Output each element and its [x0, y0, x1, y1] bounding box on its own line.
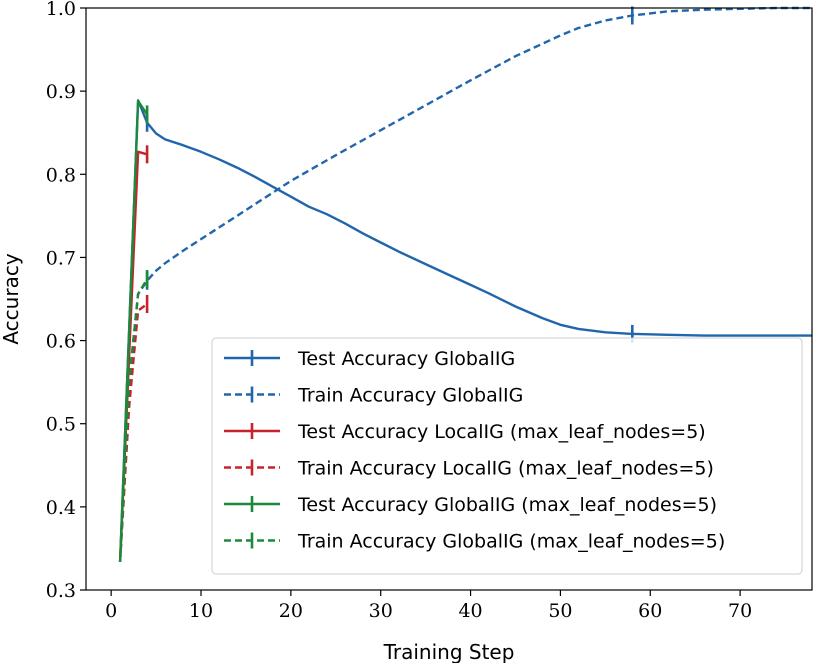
y-tick-label: 0.8 — [46, 164, 76, 186]
plot-lines — [118, 6, 812, 562]
x-tick-label: 20 — [279, 600, 303, 622]
x-axis-label: Training Step — [383, 640, 515, 663]
y-tick-label: 0.5 — [46, 414, 76, 436]
x-axis: 0 10 20 30 40 50 60 70 — [105, 590, 752, 622]
y-tick-label: 0.3 — [46, 580, 76, 602]
y-axis-label: Accuracy — [0, 253, 23, 344]
legend-entry: Test Accuracy GlobalIG — [224, 348, 515, 370]
legend-label: Test Accuracy GlobalIG (max_leaf_nodes=5… — [297, 494, 717, 516]
y-axis: 0.3 0.4 0.5 0.6 0.7 0.8 0.9 1.0 — [46, 0, 86, 602]
legend-label: Train Accuracy GlobalIG — [297, 385, 523, 407]
legend: Test Accuracy GlobalIG Train Accuracy Glo… — [211, 337, 803, 575]
y-tick-label: 0.4 — [46, 497, 76, 519]
legend-entry: Test Accuracy LocalIG (max_leaf_nodes=5) — [224, 421, 706, 443]
y-tick-label: 1.0 — [46, 0, 76, 20]
x-tick-label: 70 — [728, 600, 752, 622]
series-line-test-accuracy-globalig — [118, 99, 812, 562]
y-tick-label: 0.6 — [46, 331, 76, 353]
legend-label: Test Accuracy GlobalIG — [297, 348, 515, 370]
x-tick-label: 40 — [458, 600, 482, 622]
x-tick-label: 30 — [369, 600, 393, 622]
legend-entry: Train Accuracy LocalIG (max_leaf_nodes=5… — [224, 458, 714, 480]
series-line-train-accuracy-globalig — [118, 6, 812, 562]
series-line-test-accuracy-globalig-max-leaf-nodes-5 — [118, 99, 149, 562]
y-tick-label: 0.9 — [46, 81, 76, 103]
x-tick-label: 60 — [638, 600, 662, 622]
y-tick-label: 0.7 — [46, 247, 76, 269]
legend-entry: Train Accuracy GlobalIG — [224, 385, 523, 407]
legend-entry: Train Accuracy GlobalIG (max_leaf_nodes=… — [224, 531, 725, 553]
series-line-train-accuracy-globalig-max-leaf-nodes-5 — [118, 278, 149, 562]
legend-entry: Test Accuracy GlobalIG (max_leaf_nodes=5… — [224, 494, 717, 516]
x-tick-label: 50 — [548, 600, 572, 622]
legend-label: Test Accuracy LocalIG (max_leaf_nodes=5) — [297, 421, 706, 443]
x-tick-label: 10 — [189, 600, 213, 622]
legend-label: Train Accuracy GlobalIG (max_leaf_nodes=… — [297, 531, 725, 553]
legend-label: Train Accuracy LocalIG (max_leaf_nodes=5… — [297, 458, 714, 480]
x-tick-label: 0 — [105, 600, 117, 622]
plot-frame — [85, 7, 813, 591]
legend-box — [211, 337, 803, 575]
